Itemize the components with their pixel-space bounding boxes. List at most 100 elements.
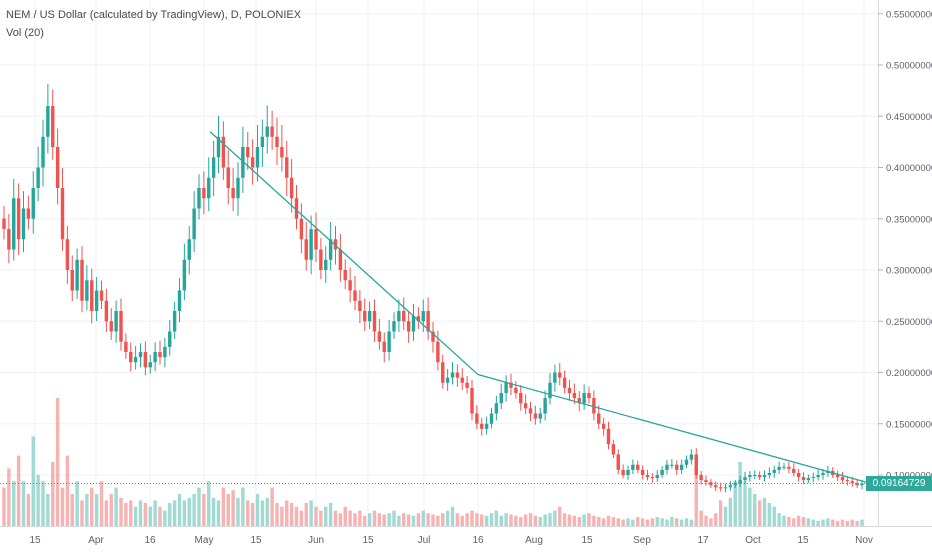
volume-bar (104, 500, 109, 526)
volume-bar (231, 490, 235, 526)
candle-body (645, 475, 650, 478)
candle-body (850, 481, 854, 484)
volume-bar (811, 519, 815, 526)
volume-bar (46, 494, 50, 526)
time-tick-label: Oct (745, 535, 761, 546)
candle-body (709, 482, 713, 486)
candle-body (216, 136, 221, 158)
candle-body (475, 413, 479, 424)
candle-body (801, 477, 806, 481)
candle-body (538, 413, 542, 419)
candle-body (138, 352, 143, 358)
volume-bar (324, 506, 328, 526)
candle-body (753, 475, 757, 476)
volume-bar (762, 497, 767, 526)
volume-bar (704, 515, 708, 526)
candle-body (416, 316, 421, 322)
candle-body (387, 331, 391, 352)
volume-bar (26, 494, 31, 526)
volume-bar (85, 494, 89, 526)
volume-bar (421, 510, 425, 526)
volume-bar (689, 519, 694, 526)
volume-indicator-label[interactable]: Vol (20) (6, 27, 44, 39)
candle-body (455, 372, 460, 378)
volume-bar (299, 510, 304, 526)
volume-bar (158, 506, 162, 526)
candle-body (567, 387, 572, 393)
candle-body (343, 270, 347, 281)
candle-body (353, 290, 357, 301)
candle-body (675, 464, 679, 470)
volume-bar (587, 513, 591, 526)
candle-body (16, 198, 21, 240)
candle-body (553, 372, 557, 383)
candle-body (402, 311, 406, 322)
volume-bar (694, 468, 698, 526)
volume-bar (392, 510, 396, 526)
volume-bar (411, 515, 416, 526)
price-tick-label: 0.35000000 (886, 214, 932, 225)
volume-bar (51, 462, 55, 526)
candle-body (80, 259, 84, 301)
candle-body (704, 480, 708, 483)
candle-body (99, 290, 104, 301)
candle-body (670, 464, 674, 466)
candle-body (509, 382, 513, 388)
time-tick-label: Sep (633, 535, 651, 546)
volume-bar (153, 500, 157, 526)
volume-bar (338, 513, 343, 526)
volume-bar (75, 481, 79, 526)
volume-bar (397, 515, 401, 526)
candle-body (236, 177, 240, 199)
candle-body (172, 311, 177, 332)
candle-body (285, 157, 289, 178)
volume-bar (772, 506, 776, 526)
volume-bar (626, 518, 630, 526)
volume-bar (801, 517, 806, 526)
volume-bar (250, 502, 255, 526)
volume-bar (562, 513, 567, 526)
volume-bars (2, 398, 864, 526)
candle-body (450, 372, 455, 378)
time-axis[interactable]: 15 Apr 16 May 15 Jun 15 Jul 16 Aug 15 Sep 17 Oct 15 Nov (29, 535, 872, 546)
volume-bar (304, 502, 308, 526)
volume-bar (202, 494, 206, 526)
trendline[interactable] (209, 131, 867, 483)
volume-bar (543, 514, 547, 526)
volume-bar (494, 510, 499, 526)
volume-bar (138, 500, 143, 526)
candle-body (840, 477, 845, 481)
trendline-path[interactable] (209, 131, 867, 483)
volume-bar (519, 517, 523, 526)
volume-bar (285, 500, 289, 526)
candle-body (207, 177, 211, 199)
volume-bar (207, 481, 211, 526)
candle-body (821, 472, 825, 475)
candle-body (304, 239, 308, 260)
volume-bar (168, 502, 172, 526)
volume-bar (426, 513, 430, 526)
candle-body (489, 413, 494, 424)
candle-body (835, 475, 840, 478)
candle-body (421, 311, 425, 322)
candle-body (792, 468, 796, 473)
candle-body (348, 280, 352, 291)
candle-body (772, 469, 776, 473)
volume-bar (216, 500, 221, 526)
volume-bar (431, 514, 435, 526)
candle-body (324, 259, 328, 270)
candle-body (70, 270, 74, 291)
volume-bar (475, 513, 479, 526)
candle-body (114, 311, 118, 332)
candle-body (363, 311, 367, 322)
volume-bar (528, 513, 533, 526)
volume-bar (718, 500, 723, 526)
volume-bar (611, 517, 616, 526)
volume-bar (406, 514, 411, 526)
candle-body (519, 393, 523, 404)
volume-bar (782, 515, 786, 526)
volume-bar (675, 518, 679, 526)
price-axis[interactable]: 0.55000000 0.50000000 0.45000000 0.40000000… (878, 9, 932, 482)
